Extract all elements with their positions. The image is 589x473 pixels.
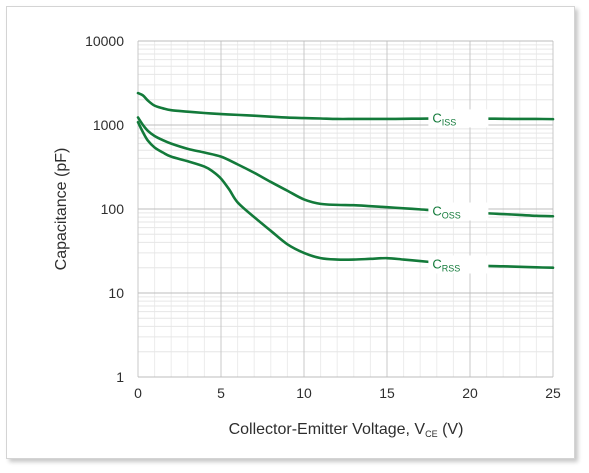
y-tick-label: 10000 <box>85 33 124 49</box>
x-tick-label: 10 <box>296 385 312 401</box>
x-tick-labels: 0 5 10 15 20 25 <box>134 385 561 401</box>
x-tick-label: 5 <box>217 385 225 401</box>
series-label-backdrop <box>428 202 489 221</box>
series-label-backdrop <box>428 109 489 128</box>
x-axis-title: Collector-Emitter Voltage, VCE (V) <box>229 421 464 439</box>
x-tick-label: 25 <box>545 385 561 401</box>
series-labels: CISS COSS CRSS <box>428 109 489 274</box>
major-grid <box>137 40 554 378</box>
series-label-rss: CRSS <box>432 256 460 273</box>
y-tick-label: 1000 <box>93 117 124 133</box>
y-tick-label: 10 <box>108 285 124 301</box>
series-line-iss <box>136 91 555 121</box>
series-lines <box>136 91 555 270</box>
chart-frame <box>6 6 575 459</box>
x-tick-label: 0 <box>134 385 142 401</box>
series-label-oss: COSS <box>432 203 460 220</box>
series-line-oss <box>136 116 555 218</box>
y-tick-label: 1 <box>116 369 124 385</box>
y-axis-title: Capacitance (pF) <box>53 148 70 271</box>
y-tick-labels: 1 10 100 1000 10000 <box>85 33 124 385</box>
x-tick-label: 20 <box>462 385 478 401</box>
series-label-backdrop <box>428 255 489 274</box>
x-tick-label: 15 <box>379 385 395 401</box>
y-tick-label: 100 <box>101 201 125 217</box>
series-label-iss: CISS <box>432 110 456 127</box>
